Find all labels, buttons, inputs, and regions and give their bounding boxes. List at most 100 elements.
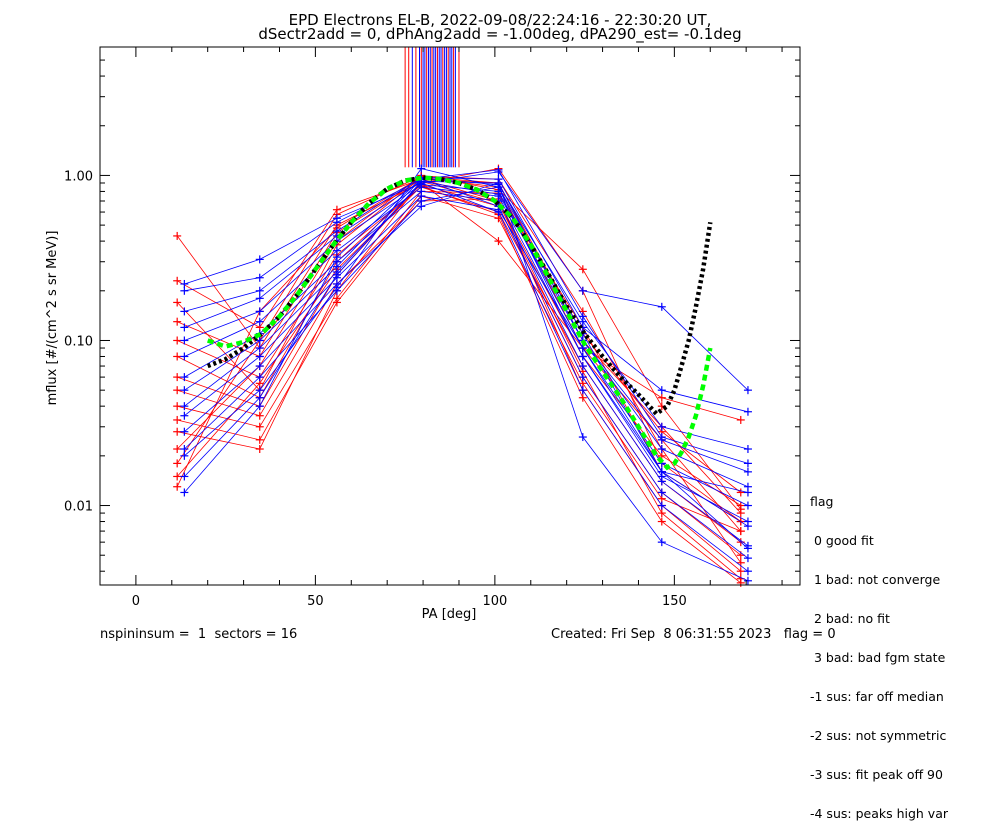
data-point [743,554,752,563]
series-line [177,180,742,580]
data-point [743,501,752,510]
chart-title-line2: dSectr2add = 0, dPhAng2add = -1.00deg, d… [258,25,742,43]
series-line [177,178,742,506]
series-line [184,186,748,493]
data-point [736,505,745,514]
data-point [180,279,189,288]
data-point [173,317,182,326]
data-point [657,435,666,444]
data-point [173,415,182,424]
data-point [173,373,182,382]
data-point [578,286,587,295]
pitch-angle-plot: 0 50 100 150 0.01 0.10 1.00 PA [deg] mflux [#/… [45,46,801,622]
chart-title-line1: EPD Electrons EL-B, 2022-09-08/22:24:16 … [288,11,712,29]
footer-right: Created: Fri Sep 8 06:31:55 2023 flag = … [551,627,836,642]
data-point [578,352,587,361]
data-point [657,445,666,454]
data-point [255,393,264,402]
x-tick-label: 100 [482,594,507,609]
data-point [173,482,182,491]
legend-item: -3 sus: fit peak off 90 [810,767,943,782]
data-point [173,427,182,436]
data-point [736,578,745,587]
data-point [736,567,745,576]
data-point [180,352,189,361]
x-axis-label: PA [deg] [422,607,477,622]
data-point [332,283,341,292]
legend-item: 2 bad: no fit [810,611,890,626]
series-line [184,177,748,493]
flag-legend: flag 0 good fit 1 bad: not converge 2 ba… [810,469,948,833]
series-line [184,182,749,582]
series-line [176,175,742,564]
data-point [743,544,752,553]
data-point [578,433,587,442]
data-point [180,472,189,481]
axes-group: 0 50 100 150 0.01 0.10 1.00 [64,46,801,609]
data-point [180,336,189,345]
legend-item: -1 sus: far off median [810,689,944,704]
series-line [177,182,741,421]
data-point [173,231,182,240]
series-line [184,186,749,527]
data-point [173,445,182,454]
data-point [743,576,752,585]
data-point [180,488,189,497]
data-point [743,467,752,476]
data-point [173,298,182,307]
fit-curve-green [206,175,713,471]
fit-curve-black [206,175,713,417]
series-line [176,176,742,493]
series-line [184,195,749,549]
data-point [657,472,666,481]
data-point [180,445,189,454]
data-point [255,386,264,395]
data-point [743,459,752,468]
data-point [578,362,587,371]
data-point [255,411,264,420]
series-line [184,171,749,391]
x-tick-label: 150 [662,594,687,609]
data-point [173,336,182,345]
data-point [255,373,264,382]
data-point [173,402,182,411]
data-point [255,286,264,295]
series-line [184,177,748,413]
series-line [176,174,742,510]
series-line [184,168,749,522]
data-point [180,307,189,316]
data-point [657,386,666,395]
legend-item: 3 bad: bad fgm state [810,650,946,665]
data-point [255,294,264,303]
data-point [332,218,341,227]
series-line [177,184,742,556]
data-point [417,164,426,173]
footer-left: nspininsum = 1 sectors = 16 [100,627,298,642]
data-point [255,422,264,431]
x-tick-label: 0 [132,594,140,609]
series-line [177,186,742,543]
data-point [494,165,503,174]
data-point [657,538,666,547]
x-tick-label: 50 [307,594,324,609]
data-point [578,373,587,382]
data-point [743,488,752,497]
data-point [255,402,264,411]
y-tick-label: 0.10 [64,334,93,349]
series-line [184,184,749,506]
data-point [173,276,182,285]
legend-item: -4 sus: peaks high var [810,806,949,821]
data-point [180,427,189,436]
data-point [657,393,666,402]
data-point [255,352,264,361]
data-point [743,517,752,526]
series-line [177,198,742,572]
data-point [657,488,666,497]
legend-item: -2 sus: not symmetric [810,728,947,743]
data-point [255,336,264,345]
data-point [332,270,341,279]
data-point [332,253,341,262]
data-point [332,298,341,307]
data-point [736,415,745,424]
data-point [180,323,189,332]
